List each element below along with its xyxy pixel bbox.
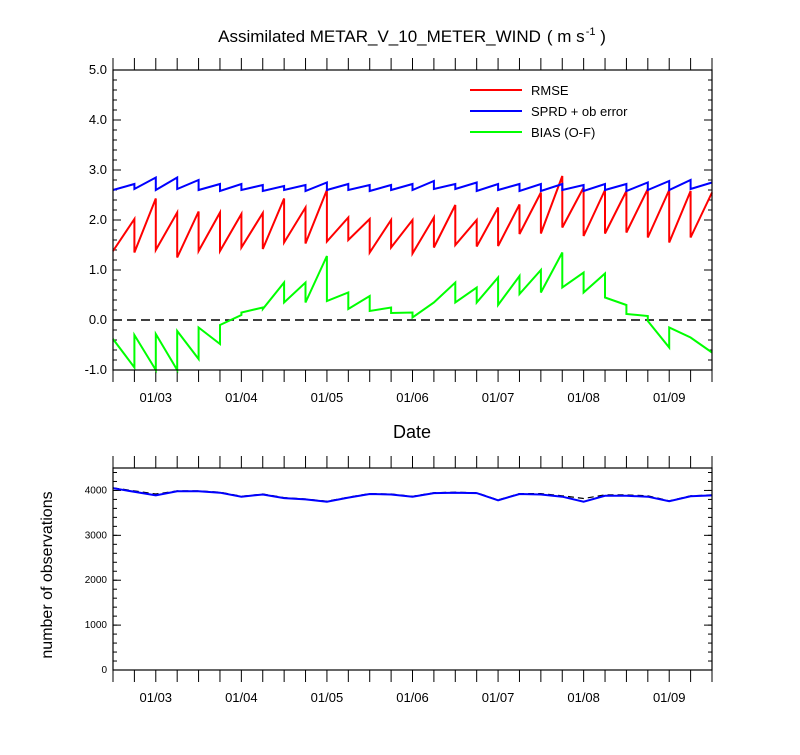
title-units: ( m s [547,27,585,46]
legend-label: SPRD + ob error [531,104,628,119]
x-tick-label: 01/07 [482,390,515,405]
series-line-sprd-ob-error [112,175,713,193]
x-axis-label: Date [393,422,431,442]
y-tick-label: 2.0 [89,212,107,227]
top-plot-frame [112,69,713,371]
title-text: Assimilated METAR_V_10_METER_WIND [218,27,541,46]
chart-title: Assimilated METAR_V_10_METER_WIND ( m s-1… [218,26,606,46]
x-tick-label: 01/07 [482,690,515,705]
top-axes: -1.0 0.0 1.0 2.0 3.0 4.0 5.0 01/03 01/04 01/05 01/… [85,58,713,405]
y-tick-label: 0.0 [89,312,107,327]
y-axis-label-observations: number of observations [39,491,56,658]
top-series [112,175,713,374]
series-line-assimilated [112,487,713,503]
title-units-close: ) [595,27,605,46]
top-plot: -1.0 0.0 1.0 2.0 3.0 4.0 5.0 01/03 01/04 01/05 01/… [85,58,713,405]
y-tick-label: 0 [101,665,107,676]
x-tick-label: 01/06 [396,390,429,405]
y-tick-label: 1000 [85,620,108,631]
x-tick-label: 01/03 [140,690,173,705]
y-tick-label: 3.0 [89,162,107,177]
series-line-rmse [112,175,713,258]
legend-label: RMSE [531,83,569,98]
y-tick-label: 5.0 [89,62,107,77]
series-line-possible [112,487,713,502]
x-tick-label: 01/04 [225,390,258,405]
y-tick-label: 1.0 [89,262,107,277]
title-units-exponent: -1 [586,26,596,38]
x-tick-label: 01/05 [311,390,344,405]
bottom-axes: 0 1000 2000 3000 4000 01/03 01/04 01/05 01/06 01/… [85,456,713,705]
y-tick-label: -1.0 [85,362,107,377]
x-tick-label: 01/09 [653,690,686,705]
x-tick-label: 01/04 [225,690,258,705]
x-tick-label: 01/08 [567,390,600,405]
x-tick-label: 01/08 [567,690,600,705]
x-tick-label: 01/06 [396,690,429,705]
x-tick-label: 01/09 [653,390,686,405]
y-tick-label: 4.0 [89,112,107,127]
series-line-bias-o-f [112,252,713,374]
bottom-series [112,487,713,503]
legend-label: BIAS (O-F) [531,125,595,140]
bottom-plot: 0 1000 2000 3000 4000 01/03 01/04 01/05 01/06 01/… [85,456,713,705]
y-tick-label: 3000 [85,530,108,541]
top-legend: RMSE SPRD + ob error BIAS (O-F) [470,83,628,140]
bottom-plot-frame [112,467,713,671]
x-tick-label: 01/03 [140,390,173,405]
y-tick-label: 4000 [85,485,108,496]
x-tick-label: 01/05 [311,690,344,705]
y-tick-label: 2000 [85,575,108,586]
